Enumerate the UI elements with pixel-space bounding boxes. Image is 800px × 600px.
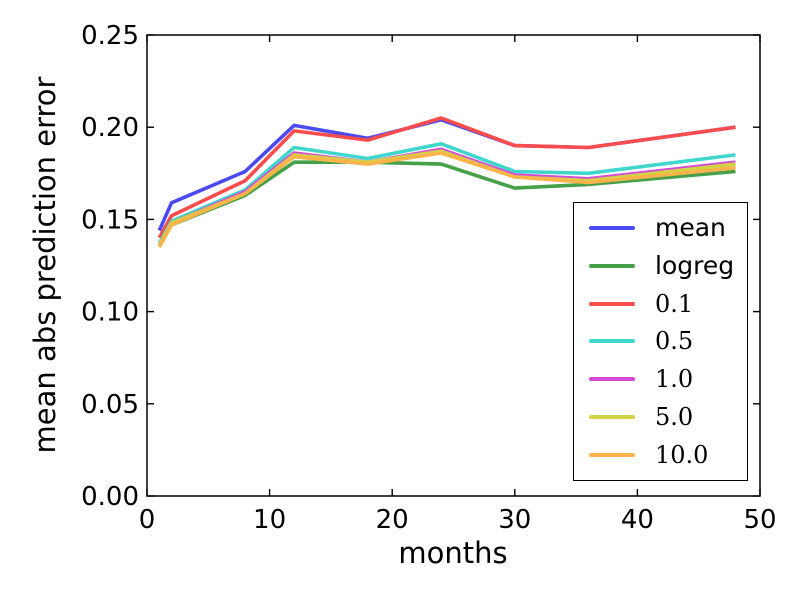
legend-label: 1.0 xyxy=(655,365,694,394)
legend-entry-0.1: 0.1 xyxy=(574,286,747,322)
x-tick-label: 0 xyxy=(139,505,156,535)
legend-entry-mean: mean xyxy=(574,210,747,246)
y-tick-label: 0.00 xyxy=(81,482,139,512)
legend-label: 0.5 xyxy=(655,327,694,356)
legend-entry-0.5: 0.5 xyxy=(574,323,747,359)
y-tick-label: 0.25 xyxy=(81,21,139,51)
y-axis-title: mean abs prediction error xyxy=(28,76,62,453)
legend-label: 0.1 xyxy=(655,289,694,318)
legend-label: mean xyxy=(655,213,726,243)
legend-swatch-mean xyxy=(589,225,635,230)
plot-border xyxy=(146,34,761,497)
axis-tick-labels: 0 10 20 30 40 50 0.00 0.05 0.10 0.15 0.20 0.25 xyxy=(81,21,776,535)
x-tick-label: 20 xyxy=(376,505,409,535)
legend-entry-logreg: logreg xyxy=(574,248,747,284)
series-lines xyxy=(157,116,736,248)
legend-swatch-logreg xyxy=(589,263,635,268)
legend-label: 10.0 xyxy=(655,440,709,469)
legend-swatch-1.0 xyxy=(589,377,635,382)
x-axis-title: months xyxy=(398,536,507,570)
legend-label: logreg xyxy=(655,251,735,281)
y-tick-label: 0.10 xyxy=(81,298,139,328)
legend: mean logreg 0.1 0.5 1.0 5.0 10.0 xyxy=(573,202,748,481)
legend-swatch-5.0 xyxy=(589,415,635,420)
y-tick-label: 0.15 xyxy=(81,205,139,235)
y-tick-label: 0.05 xyxy=(81,390,139,420)
axis-ticks xyxy=(146,34,761,497)
y-tick-label: 0.20 xyxy=(81,113,139,143)
legend-entry-5.0: 5.0 xyxy=(574,399,747,435)
x-tick-label: 50 xyxy=(743,505,776,535)
legend-swatch-0.1 xyxy=(589,301,635,306)
legend-swatch-0.5 xyxy=(589,339,635,344)
legend-entry-10.0: 10.0 xyxy=(574,437,747,473)
line-0.1 xyxy=(157,116,736,239)
legend-label: 5.0 xyxy=(655,403,694,432)
x-tick-label: 40 xyxy=(621,505,654,535)
legend-swatch-10.0 xyxy=(589,452,635,457)
x-tick-label: 10 xyxy=(253,505,286,535)
x-tick-label: 30 xyxy=(498,505,531,535)
line-10.0 xyxy=(157,151,736,248)
legend-entry-1.0: 1.0 xyxy=(574,361,747,397)
